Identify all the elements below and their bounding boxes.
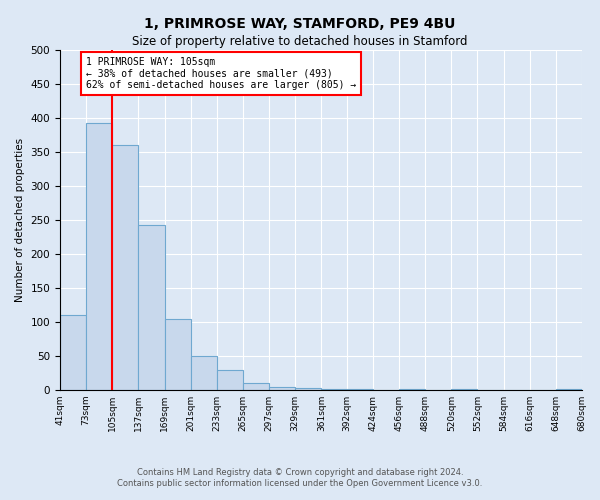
Bar xyxy=(295,388,322,390)
Bar xyxy=(191,356,217,390)
Bar xyxy=(60,314,86,390)
Bar xyxy=(451,388,478,390)
Bar xyxy=(556,388,582,390)
Bar xyxy=(86,123,112,390)
Bar xyxy=(112,145,139,390)
Bar xyxy=(269,386,295,390)
Bar xyxy=(164,318,191,390)
Bar xyxy=(347,388,373,390)
Text: 1 PRIMROSE WAY: 105sqm
← 38% of detached houses are smaller (493)
62% of semi-de: 1 PRIMROSE WAY: 105sqm ← 38% of detached… xyxy=(86,57,356,90)
Bar xyxy=(243,383,269,390)
Text: Contains HM Land Registry data © Crown copyright and database right 2024.
Contai: Contains HM Land Registry data © Crown c… xyxy=(118,468,482,487)
Text: Size of property relative to detached houses in Stamford: Size of property relative to detached ho… xyxy=(132,35,468,48)
Bar xyxy=(322,388,347,390)
Y-axis label: Number of detached properties: Number of detached properties xyxy=(15,138,25,302)
Bar xyxy=(217,370,243,390)
Bar xyxy=(399,388,425,390)
Text: 1, PRIMROSE WAY, STAMFORD, PE9 4BU: 1, PRIMROSE WAY, STAMFORD, PE9 4BU xyxy=(145,18,455,32)
Bar xyxy=(139,225,164,390)
